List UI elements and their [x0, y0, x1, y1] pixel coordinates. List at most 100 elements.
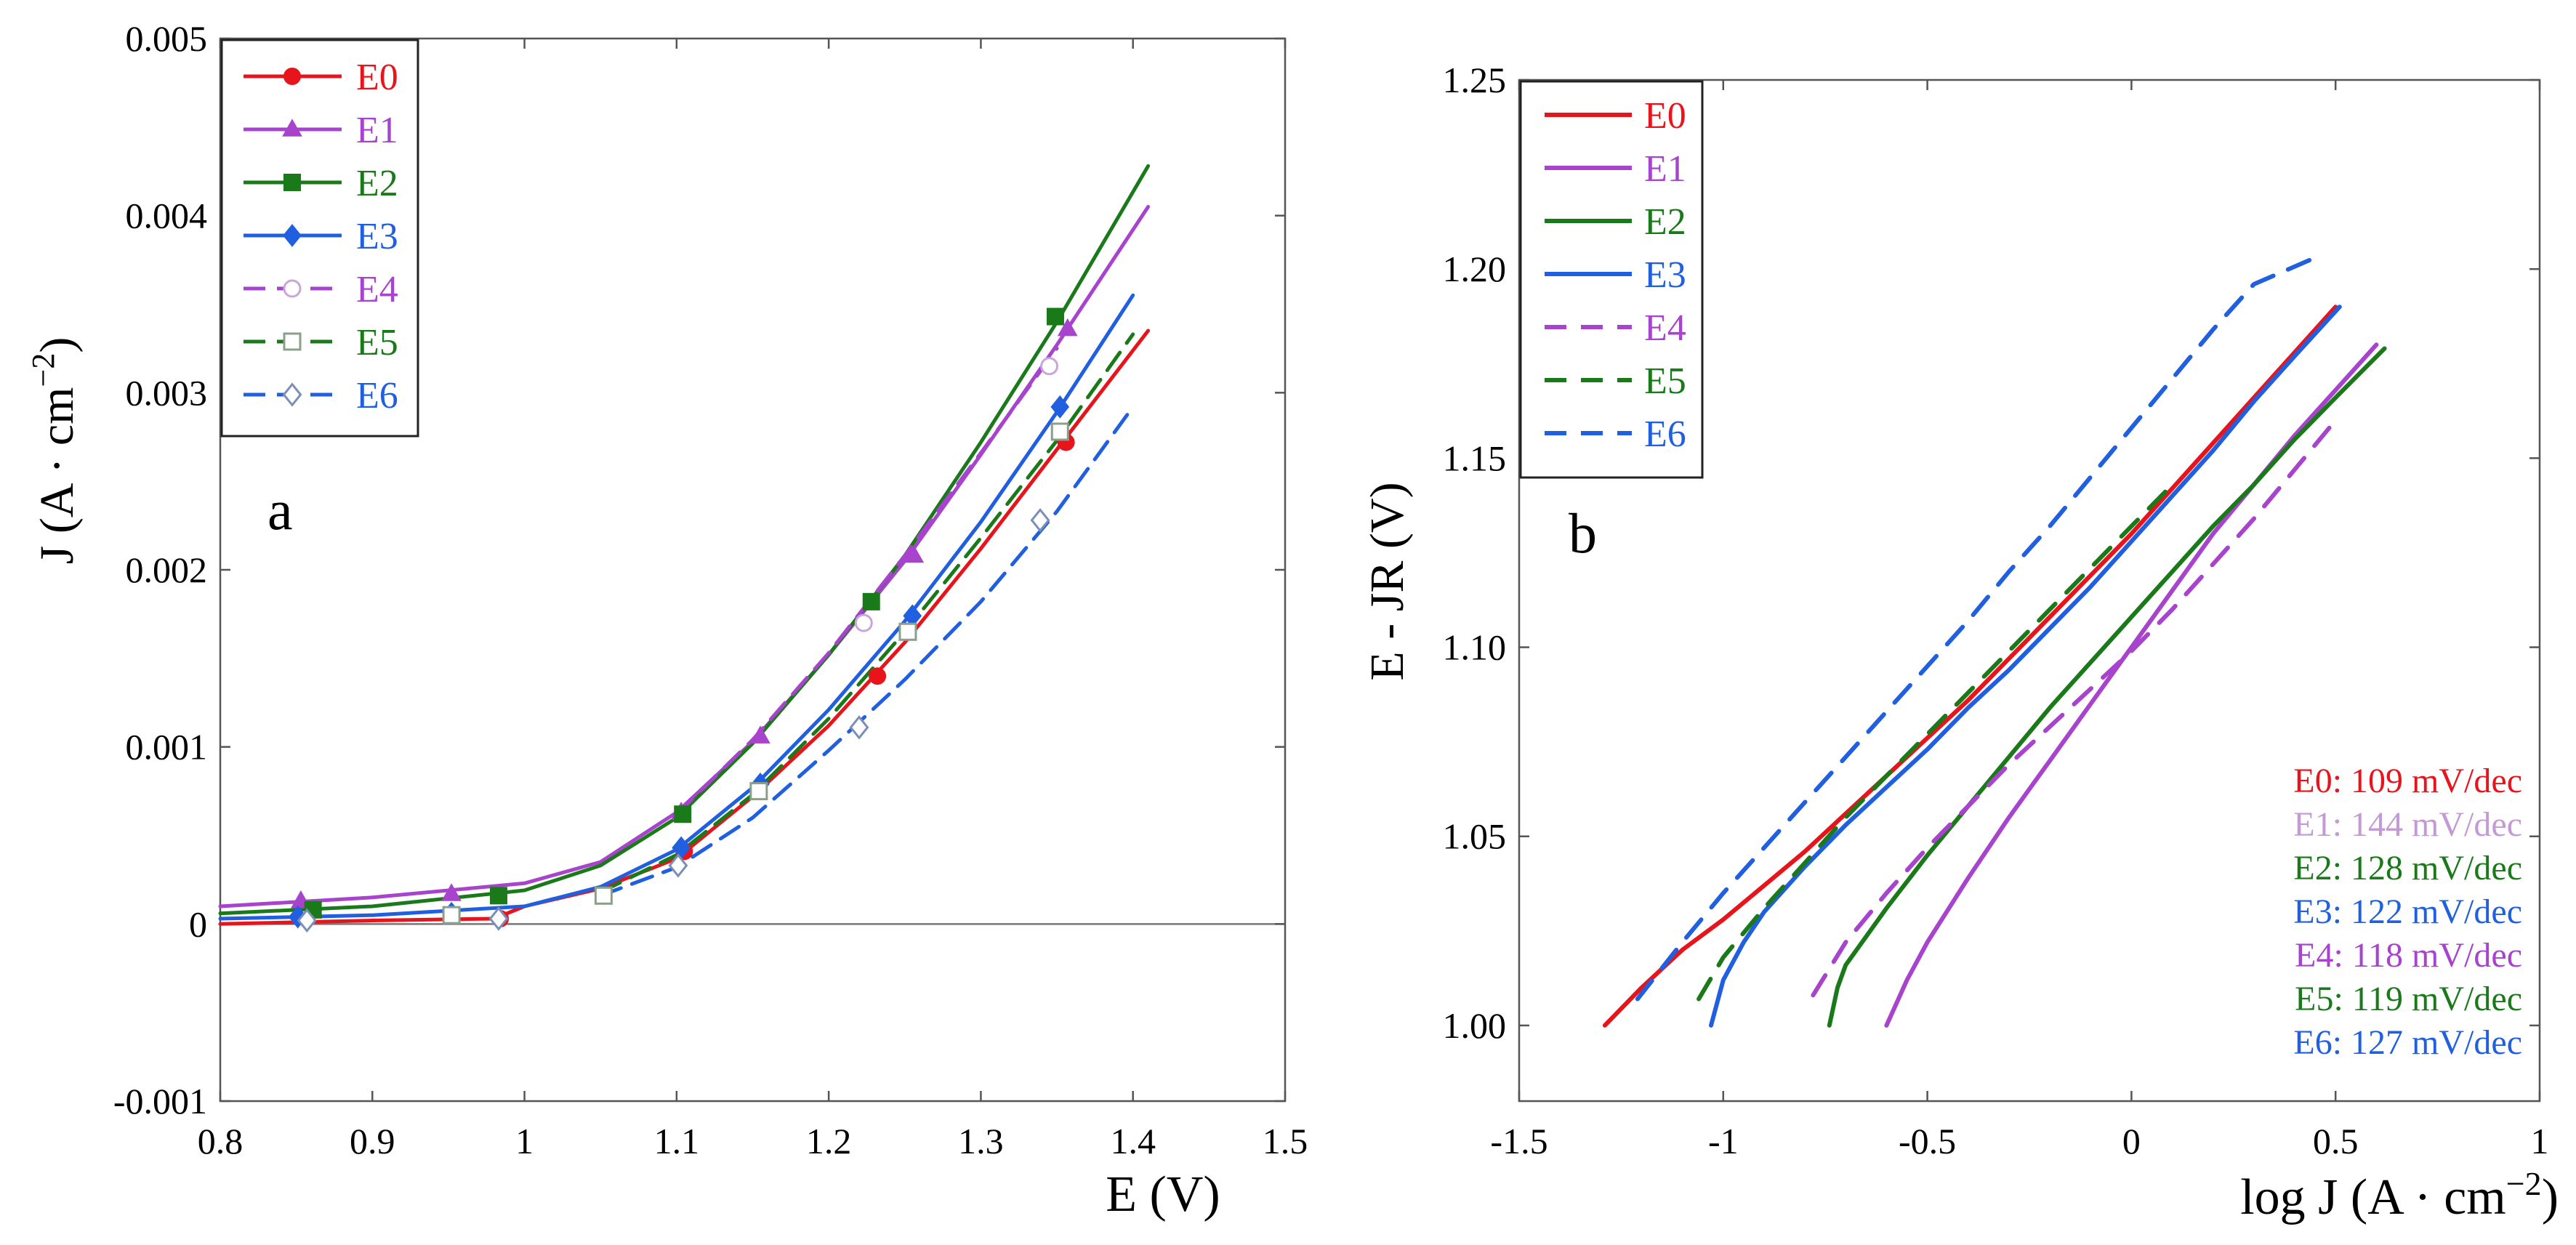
chart-a-y-tick-label: 0.003 [126, 372, 208, 413]
chart-b-x-axis-label: log J (A · cm−2) [2240, 1165, 2559, 1225]
chart-b-y-tick-label: 1.00 [1443, 1005, 1507, 1046]
chart-a-legend-marker-e5 [283, 332, 302, 351]
chart-b-series-e2 [1827, 346, 2387, 1028]
chart-a-legend-marker-e0 [283, 68, 301, 85]
chart-a-marker-e0 [869, 667, 887, 685]
chart-a-legend: E0 E1 E2 E3 E4 E5 E6 [220, 39, 419, 438]
chart-a-marker-e2 [489, 887, 507, 905]
chart-b-legend-label-e0: E0 [1644, 95, 1686, 137]
chart-a-y-tick-label: 0.005 [126, 18, 208, 59]
chart-b-legend-box [1519, 80, 1704, 479]
chart-b-legend-label-e2: E2 [1644, 201, 1686, 243]
chart-a-x-axis-label: E (V) [1106, 1167, 1220, 1222]
chart-b-x-tick-label: -1.5 [1490, 1121, 1547, 1161]
chart-a-marker-e1 [903, 544, 925, 563]
chart-a-y-tick-label: 0.001 [126, 727, 208, 767]
chart-b-x-tick-label: -1 [1708, 1121, 1739, 1161]
chart-a-legend-label-e1: E1 [356, 110, 398, 151]
chart-b-y-tick-label: 1.15 [1443, 438, 1507, 478]
chart-b-x-tick-label: 1 [2531, 1121, 2549, 1161]
chart-a-marker-e1 [441, 883, 462, 901]
chart-a-legend-marker-e2 [283, 174, 301, 191]
chart-b-ticks: -1.5 -1 -0.5 0 0.5 1 1.00 1.05 1.10 1.15 1.20 1.25 [1443, 60, 2549, 1161]
chart-b-legend-label-e3: E3 [1644, 254, 1686, 296]
chart-a-legend-label-e4: E4 [356, 269, 398, 310]
chart-a-markers [288, 307, 1078, 933]
chart-a-series-e0 [218, 329, 1151, 926]
chart-a-legend-label-e5: E5 [356, 322, 398, 363]
chart-b-plot-frame [1518, 78, 2541, 1103]
chart-a-y-tick-label: 0.002 [126, 549, 208, 590]
chart-a: 0.8 0.9 1 1.1 1.2 1.3 1.4 1.5 -0.001 0 0.001 0.002 0… [25, 18, 1308, 1222]
chart-a-marker-e5 [442, 906, 461, 924]
chart-a-marker-e6 [1030, 508, 1050, 533]
chart-a-x-tick-label: 0.8 [198, 1121, 243, 1161]
chart-b-y-tick-label: 1.25 [1443, 60, 1507, 100]
chart-b-legend: E0 E1 E2 E3 E4 E5 E6 [1519, 80, 1704, 479]
chart-a-legend-label-e2: E2 [356, 163, 398, 204]
chart-a-marker-e5 [898, 622, 917, 641]
chart-a-legend-marker-e3 [283, 224, 302, 247]
chart-a-legend-label-e3: E3 [356, 216, 398, 257]
chart-b-tafel-slope-label: E1: 144 mV/dec [2293, 805, 2522, 844]
chart-b-y-tick-label: 1.20 [1443, 249, 1507, 289]
chart-a-marker-e2 [1046, 307, 1064, 326]
chart-b-series-e4 [1811, 418, 2338, 998]
chart-a-marker-e6 [488, 906, 509, 931]
chart-a-legend-marker-e4 [283, 279, 302, 298]
chart-a-x-tick-label: 1.5 [1263, 1121, 1308, 1161]
chart-a-x-tick-label: 1 [515, 1121, 534, 1161]
chart-a-marker-e2 [862, 592, 880, 611]
chart-b-panel-label: b [1569, 501, 1597, 565]
chart-a-marker-e2 [674, 805, 692, 823]
chart-a-y-axis-label: J (A · cm−2) [25, 337, 84, 565]
chart-b-tafel-annotations: E0: 109 mV/dec E1: 144 mV/dec E2: 128 mV/d… [2293, 762, 2522, 1062]
chart-a-marker-e1 [750, 725, 770, 744]
chart-a-x-tick-label: 1.1 [654, 1121, 700, 1161]
chart-b-tafel-slope-label: E2: 128 mV/dec [2293, 849, 2522, 887]
chart-b-x-tick-label: 0.5 [2313, 1121, 2359, 1161]
chart-a-y-tick-label: 0.004 [126, 196, 208, 236]
chart-a-y-tick-label: 0 [189, 903, 207, 944]
chart-b-y-tick-label: 1.05 [1443, 816, 1507, 857]
chart-a-x-tick-label: 1.2 [806, 1121, 852, 1161]
chart-a-marker-e3 [1050, 395, 1070, 419]
chart-b-x-tick-label: 0 [2122, 1121, 2141, 1161]
chart-b-tafel-slope-label: E4: 118 mV/dec [2295, 936, 2522, 975]
chart-b-series [1602, 255, 2387, 1028]
chart-a-x-tick-label: 0.9 [350, 1121, 395, 1161]
chart-b-tafel-slope-label: E0: 109 mV/dec [2293, 762, 2522, 800]
chart-b-x-tick-label: -0.5 [1899, 1121, 1956, 1161]
chart-a-legend-label-e0: E0 [356, 57, 398, 98]
chart-b-tafel-slope-label: E6: 127 mV/dec [2293, 1023, 2522, 1062]
chart-b-tafel-slope-label: E5: 119 mV/dec [2295, 980, 2522, 1018]
chart-a-marker-e6 [297, 908, 317, 933]
chart-a-legend-marker-e1 [282, 118, 302, 137]
chart-a-legend-box [220, 39, 419, 438]
chart-a-marker-e1 [1057, 318, 1078, 337]
chart-a-legend-label-e6: E6 [356, 375, 398, 416]
chart-a-x-tick-label: 1.4 [1110, 1121, 1156, 1161]
chart-a-panel-label: a [267, 478, 293, 541]
chart-b-series-e0 [1602, 305, 2338, 1028]
chart-a-marker-e5 [594, 886, 613, 905]
chart-a-marker-e6 [668, 853, 688, 878]
chart-a-legend-marker-e6 [282, 382, 302, 407]
chart-a-marker-e4 [854, 613, 873, 632]
chart-b-y-tick-label: 1.10 [1443, 627, 1507, 668]
chart-b: -1.5 -1 -0.5 0 0.5 11.001.051.101.151.201.25 … [1361, 60, 2559, 1225]
chart-b-series-e6 [1635, 255, 2318, 1002]
chart-a-marker-e5 [749, 782, 768, 801]
chart-b-legend-label-e1: E1 [1644, 148, 1686, 190]
chart-a-marker-e5 [1050, 422, 1069, 441]
chart-b-series-e3 [1709, 305, 2342, 1028]
chart-a-marker-e4 [1040, 357, 1059, 376]
chart-a-marker-e6 [849, 715, 869, 740]
chart-a-y-tick-label: -0.001 [113, 1081, 207, 1121]
chart-b-legend-label-e4: E4 [1644, 307, 1686, 349]
chart-b-legend-label-e5: E5 [1644, 360, 1686, 402]
chart-a-x-tick-label: 1.3 [958, 1121, 1004, 1161]
chart-b-y-axis-label: E - JR (V) [1361, 482, 1414, 680]
chart-a-ticks: 0.8 0.9 1 1.1 1.2 1.3 1.4 1.5 -0.001 0 0.001 0.002 0… [113, 18, 1308, 1161]
